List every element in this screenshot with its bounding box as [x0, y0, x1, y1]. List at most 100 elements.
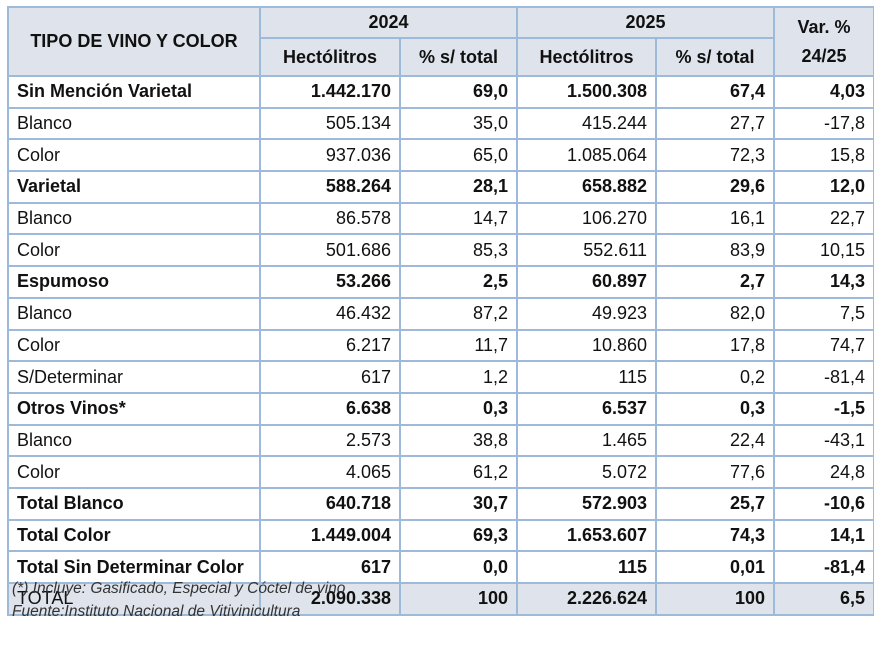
hl-2024-cell: 6.638: [259, 391, 401, 426]
hl-2025-cell: 572.903: [516, 486, 658, 521]
pct-2025-cell: 72,3: [655, 138, 776, 173]
table-body: Sin Mención Varietal 1.442.170 69,0 1.500.3…: [7, 75, 874, 616]
row-label: Color: [7, 138, 261, 173]
row-label: Blanco: [7, 106, 261, 141]
hl-2024-cell: 937.036: [259, 138, 401, 173]
hl-2025-cell: 115: [516, 550, 658, 584]
header-hl-2025: Hectólitros: [516, 37, 658, 77]
header-variation-line2: 24/25: [801, 45, 847, 66]
hl-2025-cell: 5.072: [516, 455, 658, 489]
hl-2024-cell: 46.432: [259, 296, 401, 331]
source-note: Fuente:Instituto Nacional de Vitivinicul…: [12, 603, 301, 620]
variation-cell: 22,7: [773, 201, 874, 236]
table-row: Color 501.686 85,3 552.611 83,9 10,15: [7, 233, 874, 268]
pct-2024-cell: 11,7: [398, 328, 519, 363]
hl-2025-cell: 1.653.607: [516, 518, 658, 553]
hl-2024-cell: 6.217: [259, 328, 401, 363]
variation-cell: 74,7: [773, 328, 874, 363]
pct-2025-cell: 77,6: [655, 455, 776, 489]
pct-2025-cell: 2,7: [655, 265, 776, 299]
table-row: Color 6.217 11,7 10.860 17,8 74,7: [7, 328, 874, 363]
hl-2025-cell: 10.860: [516, 328, 658, 363]
hl-2025-cell: 115: [516, 360, 658, 394]
variation-cell: 14,1: [773, 518, 874, 553]
pct-2025-cell: 16,1: [655, 201, 776, 236]
row-label: Color: [7, 455, 261, 489]
hl-2024-cell: 2.090.338: [259, 582, 401, 616]
table-row: Total Color 1.449.004 69,3 1.653.607 74,3 14,…: [7, 518, 874, 553]
pct-2025-cell: 25,7: [655, 486, 776, 521]
table-row: Otros Vinos* 6.638 0,3 6.537 0,3 -1,5: [7, 391, 874, 426]
pct-2025-cell: 0,3: [655, 391, 776, 426]
hl-2025-cell: 415.244: [516, 106, 658, 141]
header-pct-2024: % s/ total: [398, 37, 519, 77]
row-label: Color: [7, 328, 261, 363]
hl-2025-cell: 2.226.624: [516, 582, 658, 616]
pct-2025-cell: 17,8: [655, 328, 776, 363]
table-row: S/Determinar 617 1,2 115 0,2 -81,4: [7, 360, 874, 394]
pct-2024-cell: 30,7: [398, 486, 519, 521]
hl-2025-cell: 49.923: [516, 296, 658, 331]
hl-2024-cell: 617: [259, 360, 401, 394]
table-row: Color 4.065 61,2 5.072 77,6 24,8: [7, 455, 874, 489]
header-variation: Var. % 24/25: [773, 6, 874, 77]
hl-2024-cell: 53.266: [259, 265, 401, 299]
variation-cell: 15,8: [773, 138, 874, 173]
pct-2024-cell: 100: [398, 582, 519, 616]
variation-cell: 12,0: [773, 170, 874, 204]
pct-2025-cell: 100: [655, 582, 776, 616]
notes: (*) Incluye: Gasificado, Especial y Cóct…: [12, 577, 345, 623]
row-label: Total Color: [7, 518, 261, 553]
pct-2025-cell: 67,4: [655, 75, 776, 109]
pct-2024-cell: 14,7: [398, 201, 519, 236]
pct-2025-cell: 82,0: [655, 296, 776, 331]
variation-cell: -17,8: [773, 106, 874, 141]
footnote: (*) Incluye: Gasificado, Especial y Cóct…: [12, 580, 346, 597]
hl-2025-cell: 60.897: [516, 265, 658, 299]
variation-cell: 4,03: [773, 75, 874, 109]
header-type: TIPO DE VINO Y COLOR: [7, 6, 261, 77]
variation-cell: -43,1: [773, 423, 874, 458]
hl-2024-cell: 86.578: [259, 201, 401, 236]
pct-2024-cell: 0,3: [398, 391, 519, 426]
pct-2024-cell: 69,0: [398, 75, 519, 109]
hl-2024-cell: 501.686: [259, 233, 401, 268]
row-label: Espumoso: [7, 265, 261, 299]
pct-2025-cell: 0,2: [655, 360, 776, 394]
row-label: Otros Vinos*: [7, 391, 261, 426]
pct-2024-cell: 35,0: [398, 106, 519, 141]
variation-cell: -10,6: [773, 486, 874, 521]
pct-2024-cell: 65,0: [398, 138, 519, 173]
pct-2024-cell: 87,2: [398, 296, 519, 331]
variation-cell: 7,5: [773, 296, 874, 331]
pct-2024-cell: 85,3: [398, 233, 519, 268]
pct-2025-cell: 29,6: [655, 170, 776, 204]
pct-2024-cell: 28,1: [398, 170, 519, 204]
row-label: Blanco: [7, 423, 261, 458]
variation-cell: 10,15: [773, 233, 874, 268]
row-label: Sin Mención Varietal: [7, 75, 261, 109]
hl-2024-cell: 505.134: [259, 106, 401, 141]
row-label: TOTAL: [7, 582, 261, 616]
pct-2024-cell: 2,5: [398, 265, 519, 299]
hl-2024-cell: 1.449.004: [259, 518, 401, 553]
header-hl-2024: Hectólitros: [259, 37, 401, 77]
row-label: Blanco: [7, 296, 261, 331]
pct-2025-cell: 83,9: [655, 233, 776, 268]
row-label: Blanco: [7, 201, 261, 236]
hl-2024-cell: 617: [259, 550, 401, 584]
hl-2024-cell: 588.264: [259, 170, 401, 204]
table-row: Blanco 86.578 14,7 106.270 16,1 22,7: [7, 201, 874, 236]
hl-2025-cell: 1.085.064: [516, 138, 658, 173]
pct-2024-cell: 61,2: [398, 455, 519, 489]
table-row: Total Blanco 640.718 30,7 572.903 25,7 -10,6: [7, 486, 874, 521]
header-year-2024: 2024: [258, 6, 519, 39]
variation-cell: 14,3: [773, 265, 874, 299]
variation-cell: -81,4: [773, 550, 874, 584]
pct-2025-cell: 0,01: [655, 550, 776, 584]
table-row: Total Sin Determinar Color 617 0,0 115 0,01-…: [7, 550, 874, 584]
hl-2024-cell: 4.065: [259, 455, 401, 489]
pct-2025-cell: 22,4: [655, 423, 776, 458]
pct-2024-cell: 69,3: [398, 518, 519, 553]
table-row: Blanco 505.134 35,0 415.244 27,7 -17,8: [7, 106, 874, 141]
